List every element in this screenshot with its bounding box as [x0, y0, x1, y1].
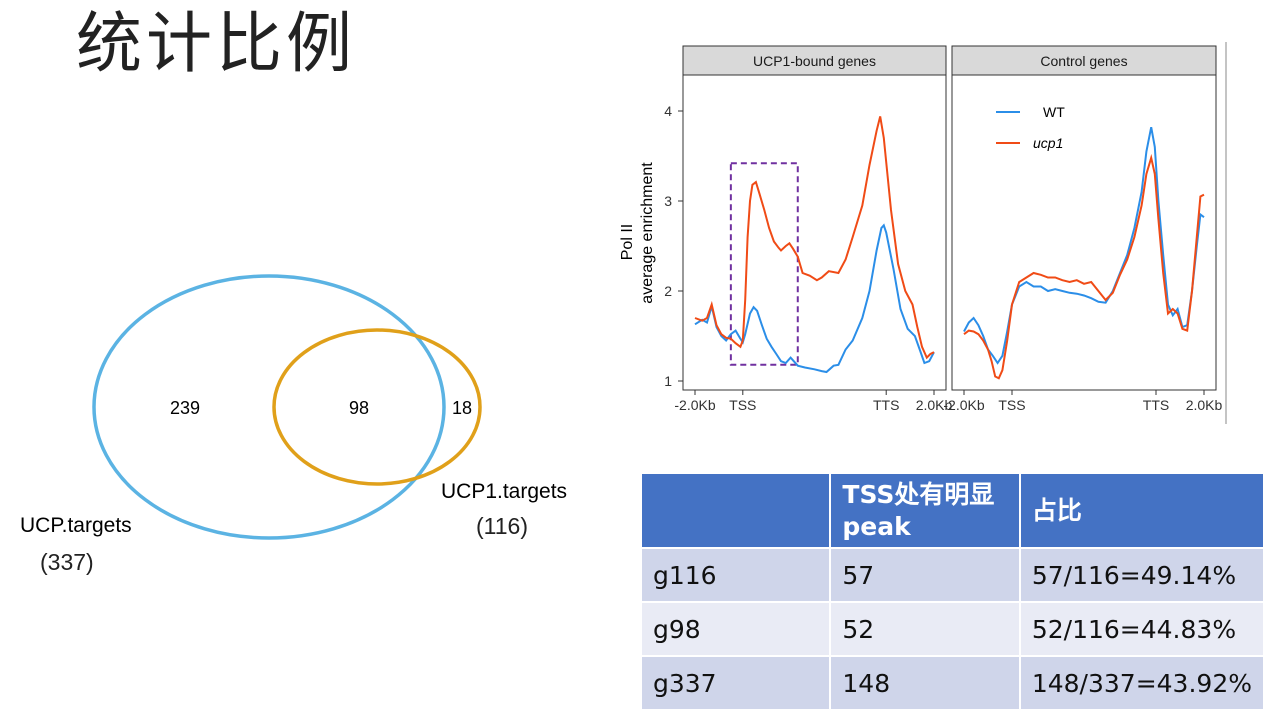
table-row: g116 57 57/116=49.14% — [639, 547, 1265, 603]
x-tick-label: -2.0Kb — [674, 397, 715, 413]
x-tick-label: TTS — [1143, 397, 1169, 413]
y-tick-label: 2 — [664, 283, 672, 299]
header-cell-ratio: 占比 — [1018, 472, 1265, 549]
table-header-row: TSS处有明显peak 占比 — [639, 472, 1265, 549]
venn-only-ucp1-count: 18 — [452, 398, 472, 418]
y-tick-label: 4 — [664, 103, 672, 119]
header-cell-empty — [639, 472, 832, 549]
x-tick-2: TSS — [998, 390, 1026, 413]
y-axis-label-line-1: Pol II — [619, 224, 636, 260]
cell-group: g116 — [639, 547, 832, 603]
venn-circle-ucp-targets — [92, 274, 446, 540]
highlight-box — [729, 162, 799, 366]
y-tick-label: 3 — [664, 193, 672, 209]
venn-label-ucp-targets: UCP.targets — [20, 514, 132, 537]
panel-frame — [682, 74, 947, 391]
series-line-ucp1 — [694, 116, 935, 360]
y-axis-label-line-2: average enrichment — [639, 162, 656, 304]
panel-ucp1-bound: UCP1-bound genes -2.0Kb TSS TTS 2.0Kb — [674, 45, 953, 413]
series-line-wt — [963, 127, 1205, 365]
x-tick-label: TSS — [729, 397, 756, 413]
panel-control: Control genes -2.0Kb TSS TTS 2.0Kb WT uc… — [943, 45, 1223, 413]
x-tick-4: 2.0Kb — [916, 390, 953, 413]
panel-strip-label: UCP1-bound genes — [753, 53, 876, 69]
cell-ratio: 52/116=44.83% — [1018, 601, 1265, 657]
x-tick-1: -2.0Kb — [674, 390, 716, 413]
x-tick-3: TTS — [873, 390, 899, 413]
x-tick-label: TSS — [998, 397, 1025, 413]
series-line-ucp1 — [963, 153, 1205, 380]
panel-frame — [951, 74, 1217, 391]
x-tick-label: TTS — [873, 397, 899, 413]
x-tick-1: -2.0Kb — [943, 390, 985, 413]
x-tick-2: TSS — [729, 390, 756, 413]
y-tick-2: 2 — [664, 283, 683, 299]
venn-label-ucp1-targets: UCP1.targets — [441, 480, 567, 503]
cell-ratio: 57/116=49.14% — [1018, 547, 1265, 603]
table-row: g98 52 52/116=44.83% — [639, 601, 1265, 657]
cell-group: g98 — [639, 601, 832, 657]
venn-count-ucp1-targets: (116) — [476, 513, 528, 539]
y-tick-4: 4 — [664, 103, 683, 119]
venn-overlap-count: 98 — [349, 398, 369, 418]
legend-label-wt: WT — [1043, 104, 1065, 120]
legend-label-ucp1: ucp1 — [1033, 135, 1063, 151]
x-tick-label: 2.0Kb — [916, 397, 953, 413]
series-line-wt — [694, 223, 935, 374]
y-axis: 1 2 3 4 — [664, 75, 684, 390]
table-row: g337 148 148/337=43.92% — [639, 655, 1265, 711]
x-tick-3: TTS — [1143, 390, 1169, 413]
x-tick-4: 2.0Kb — [1186, 390, 1223, 413]
x-tick-label: 2.0Kb — [1186, 397, 1223, 413]
cell-peak-count: 57 — [829, 547, 1021, 603]
stats-table: TSS处有明显peak 占比 g116 57 57/116=49.14% g98… — [639, 472, 1265, 711]
venn-count-ucp-targets: (337) — [40, 549, 94, 575]
slide-title: 统计比例 — [76, 5, 356, 82]
venn-diagram: 239 98 18 UCP.targets (337) UCP1.targets… — [20, 274, 567, 575]
y-tick-label: 1 — [664, 373, 672, 389]
legend: WT ucp1 — [996, 104, 1065, 151]
y-tick-1: 1 — [664, 373, 683, 389]
cell-peak-count: 148 — [829, 655, 1021, 711]
venn-circle-ucp1-targets — [272, 328, 482, 486]
venn-only-ucp-count: 239 — [170, 398, 200, 418]
cell-group: g337 — [639, 655, 832, 711]
cell-ratio: 148/337=43.92% — [1018, 655, 1265, 711]
cell-peak-count: 52 — [829, 601, 1021, 657]
y-tick-3: 3 — [664, 193, 683, 209]
header-cell-tss-peak: TSS处有明显peak — [829, 472, 1021, 549]
panel-strip-label: Control genes — [1040, 53, 1127, 69]
enrichment-plot: Pol II average enrichment 1 2 3 4 UCP1-b… — [619, 42, 1227, 424]
x-tick-label: -2.0Kb — [943, 397, 984, 413]
